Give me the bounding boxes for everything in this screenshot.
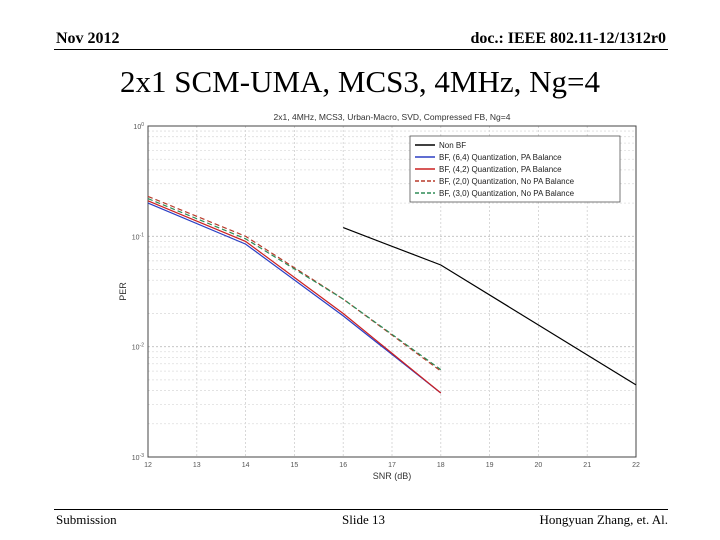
x-tick-label: 17 bbox=[388, 462, 396, 469]
series-line-4 bbox=[147, 198, 442, 371]
y-tick-labels: 100 10-1 10-2 10-3 bbox=[132, 122, 144, 462]
x-tick-label: 22 bbox=[632, 462, 640, 469]
footer-author: Hongyuan Zhang, et. Al. bbox=[539, 512, 668, 527]
legend-entry: BF, (3,0) Quantization, No PA Balance bbox=[439, 189, 575, 198]
series-line-2 bbox=[147, 200, 442, 394]
x-tick-label: 21 bbox=[583, 462, 591, 469]
legend-entry: BF, (4,2) Quantization, PA Balance bbox=[439, 165, 562, 174]
y-tick-label: 100 bbox=[133, 122, 144, 131]
y-tick-label: 10-1 bbox=[132, 232, 144, 241]
y-axis-label: PER bbox=[118, 282, 128, 301]
chart-legend: Non BF BF, (6,4) Quantization, PA Balance… bbox=[409, 135, 621, 203]
plot-frame bbox=[147, 125, 637, 458]
series-line-0 bbox=[342, 227, 637, 386]
header-date: Nov 2012 bbox=[56, 30, 120, 47]
x-tick-label: 14 bbox=[242, 462, 250, 469]
footer-slide-number: Slide 13 bbox=[342, 512, 385, 527]
series-line-1 bbox=[147, 202, 442, 394]
y-tick-label: 10-2 bbox=[132, 343, 144, 352]
x-tick-label: 16 bbox=[339, 462, 347, 469]
slide-title: 2x1 SCM-UMA, MCS3, 4MHz, Ng=4 bbox=[120, 64, 600, 99]
chart-title: 2x1, 4MHz, MCS3, Urban-Macro, SVD, Compr… bbox=[274, 112, 511, 122]
y-tick-label: 10-3 bbox=[132, 453, 144, 462]
x-axis-label: SNR (dB) bbox=[373, 471, 412, 481]
x-tick-label: 19 bbox=[486, 462, 494, 469]
series-line-3 bbox=[147, 195, 442, 372]
x-tick-label: 15 bbox=[291, 462, 299, 469]
x-tick-label: 18 bbox=[437, 462, 445, 469]
legend-box bbox=[409, 135, 621, 203]
chart-series bbox=[147, 195, 637, 394]
header-rule bbox=[54, 49, 668, 50]
x-tick-label: 12 bbox=[144, 462, 152, 469]
x-tick-labels: 12 13 14 15 16 17 18 19 20 21 22 bbox=[144, 462, 640, 469]
legend-entry: BF, (2,0) Quantization, No PA Balance bbox=[439, 177, 575, 186]
legend-entry: Non BF bbox=[439, 141, 466, 150]
footer-submission: Submission bbox=[56, 512, 117, 527]
legend-entry: BF, (6,4) Quantization, PA Balance bbox=[439, 153, 562, 162]
footer-rule bbox=[54, 509, 668, 510]
x-tick-label: 13 bbox=[193, 462, 201, 469]
x-tick-label: 20 bbox=[535, 462, 543, 469]
header-doc-id: doc.: IEEE 802.11-12/1312r0 bbox=[470, 30, 666, 47]
